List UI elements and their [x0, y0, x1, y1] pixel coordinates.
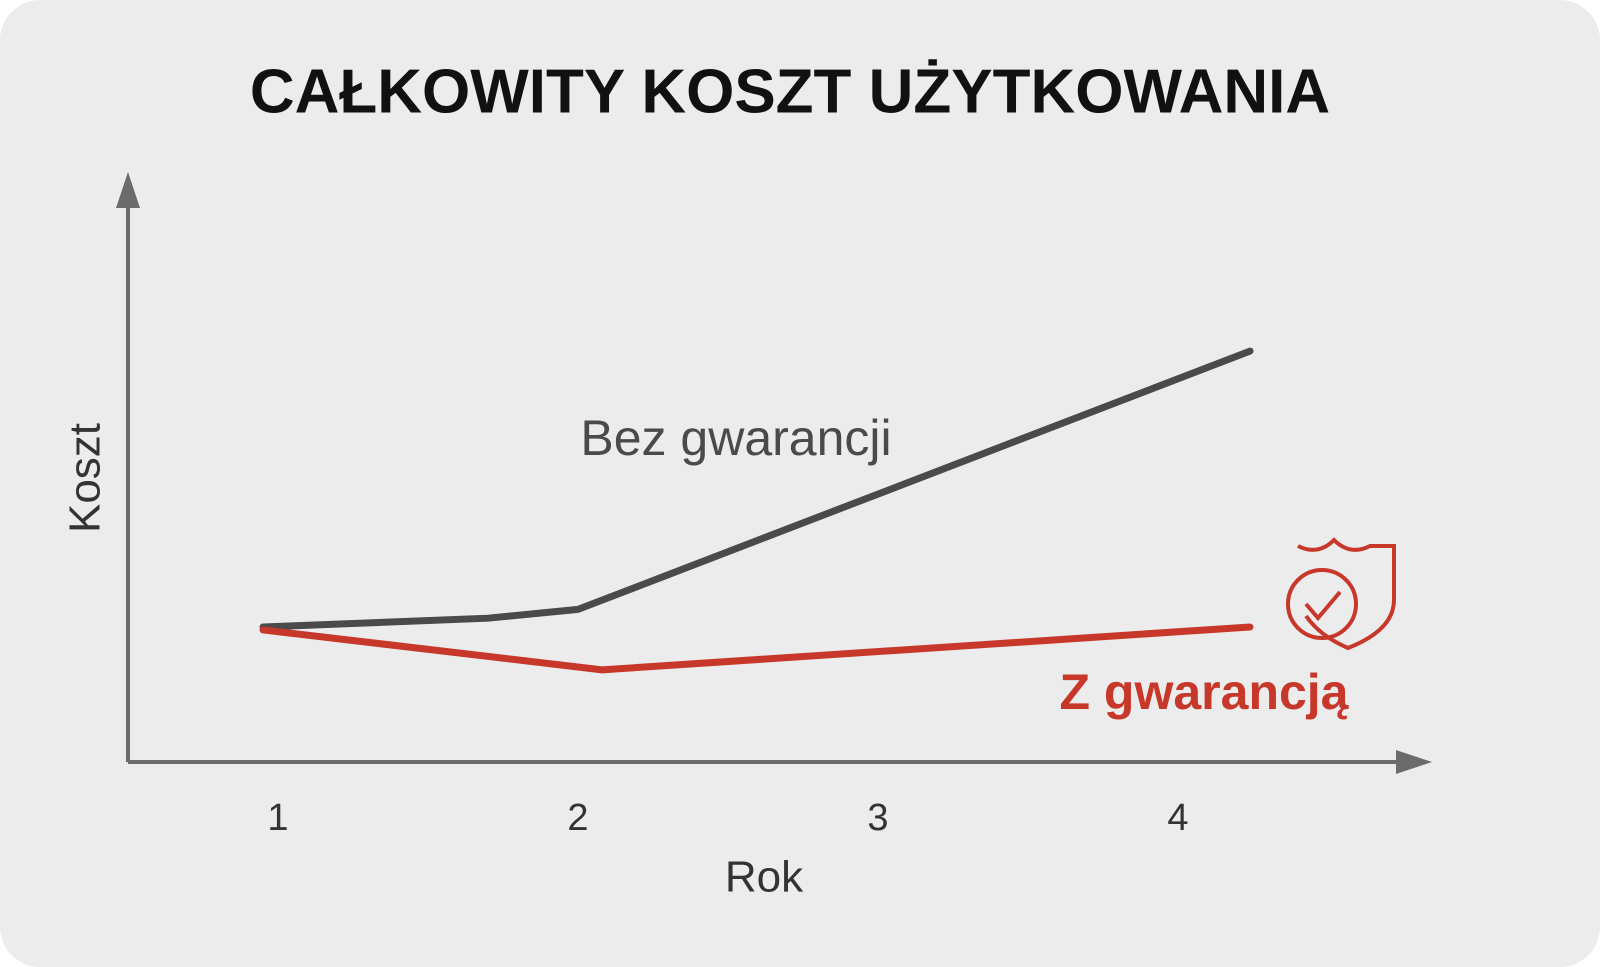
- shield-icon: [1286, 537, 1396, 651]
- y-axis-label: Koszt: [61, 423, 110, 533]
- x-tick-label: 1: [267, 797, 288, 839]
- series-label: Z gwarancją: [1060, 664, 1350, 720]
- chart-title: CAŁKOWITY KOSZT UŻYTKOWANIA: [250, 57, 1330, 126]
- x-tick-label: 4: [1167, 797, 1188, 839]
- x-tick-label: 3: [867, 797, 888, 839]
- series-label: Bez gwarancji: [580, 410, 891, 466]
- series-line: [259, 623, 1254, 674]
- x-axis-arrow: [1396, 750, 1432, 774]
- y-axis-arrow: [116, 172, 140, 208]
- x-tick-label: 2: [567, 797, 588, 839]
- series-line: [259, 347, 1254, 631]
- x-axis-label: Rok: [725, 853, 804, 902]
